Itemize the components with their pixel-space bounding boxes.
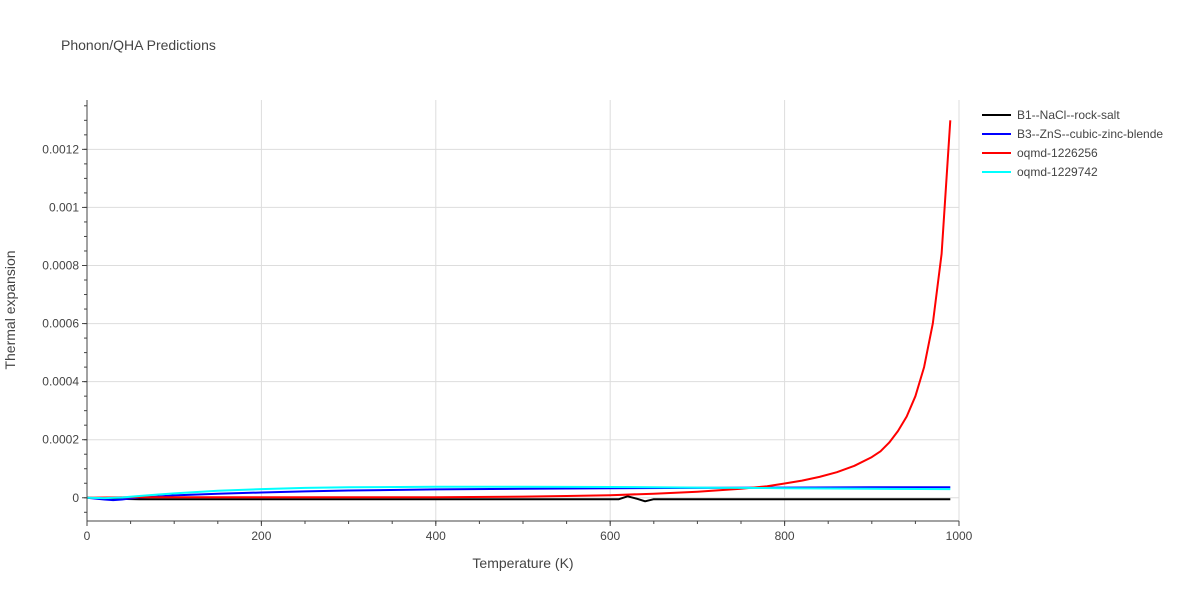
legend-label: B1--NaCl--rock-salt — [1017, 108, 1120, 122]
x-tick-label: 800 — [775, 529, 795, 543]
legend-label: oqmd-1226256 — [1017, 146, 1098, 160]
y-tick-label: 0.0004 — [42, 375, 79, 389]
legend: B1--NaCl--rock-salt B3--ZnS--cubic-zinc-b… — [982, 108, 1163, 179]
x-tick-label: 400 — [426, 529, 446, 543]
x-tick-label: 1000 — [946, 529, 973, 543]
x-tick-label: 600 — [600, 529, 620, 543]
legend-label: oqmd-1229742 — [1017, 165, 1098, 179]
y-tick-label: 0.0012 — [42, 142, 79, 156]
y-tick-label: 0 — [72, 491, 79, 505]
legend-label: B3--ZnS--cubic-zinc-blende — [1017, 127, 1163, 141]
series-line-0 — [86, 495, 951, 503]
axes — [86, 100, 959, 522]
x-axis-title: Temperature (K) — [472, 555, 573, 571]
chart-title: Phonon/QHA Predictions — [61, 37, 216, 53]
x-ticks: 0 200 400 600 800 1000 — [84, 521, 973, 543]
gridlines — [87, 100, 960, 521]
x-tick-label: 0 — [84, 529, 91, 543]
x-tick-label: 200 — [251, 529, 271, 543]
y-tick-label: 0.001 — [49, 200, 79, 214]
y-ticks: 0 0.0002 0.0004 0.0006 0.0008 0.001 0.0012 — [42, 105, 87, 513]
plot-lines — [86, 120, 952, 503]
y-axis-title: Thermal expansion — [2, 250, 18, 369]
y-tick-label: 0.0006 — [42, 317, 79, 331]
series-line-3 — [86, 485, 951, 500]
y-tick-label: 0.0008 — [42, 258, 79, 272]
series-line-2 — [86, 120, 952, 499]
y-tick-label: 0.0002 — [42, 433, 79, 447]
